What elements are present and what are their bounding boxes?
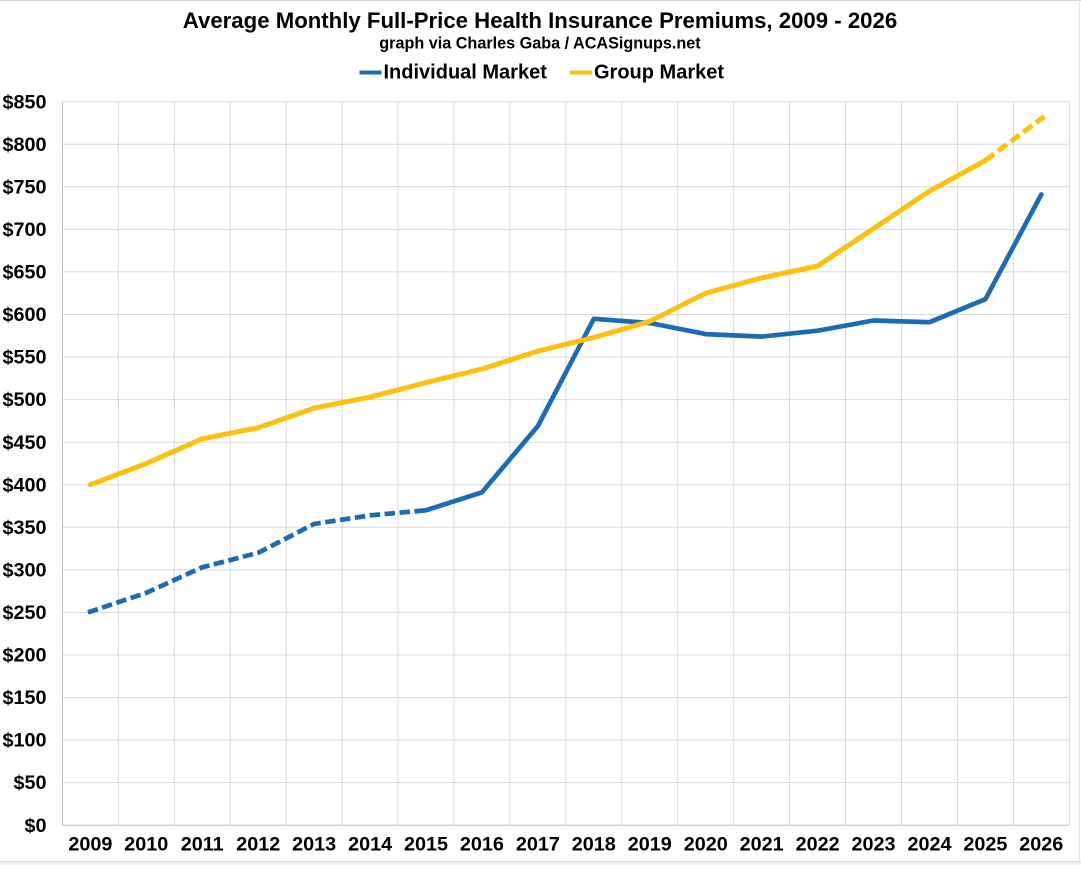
svg-text:Average Monthly Full-Price Hea: Average Monthly Full-Price Health Insura…	[183, 8, 897, 33]
svg-text:$850: $850	[2, 91, 46, 113]
svg-text:$350: $350	[2, 517, 46, 539]
svg-text:2017: 2017	[516, 834, 560, 856]
svg-text:graph via Charles Gaba / ACASi: graph via Charles Gaba / ACASignups.net	[379, 34, 701, 52]
svg-text:2019: 2019	[628, 834, 672, 856]
svg-text:2022: 2022	[796, 834, 840, 856]
svg-text:2009: 2009	[68, 834, 112, 856]
svg-text:$200: $200	[2, 645, 46, 667]
svg-text:$750: $750	[2, 176, 46, 198]
svg-text:$500: $500	[2, 389, 46, 411]
svg-text:2016: 2016	[460, 834, 504, 856]
svg-text:$100: $100	[2, 730, 46, 752]
svg-text:2024: 2024	[907, 834, 951, 856]
svg-text:$800: $800	[2, 134, 46, 156]
svg-text:$400: $400	[2, 474, 46, 496]
svg-text:2010: 2010	[124, 834, 168, 856]
svg-text:2013: 2013	[292, 834, 336, 856]
svg-text:2011: 2011	[181, 834, 224, 856]
svg-text:Individual Market: Individual Market	[384, 62, 548, 84]
svg-text:$450: $450	[2, 432, 46, 454]
svg-text:2026: 2026	[1019, 834, 1063, 856]
svg-text:Group Market: Group Market	[594, 62, 724, 84]
svg-text:2015: 2015	[404, 834, 448, 856]
svg-text:$300: $300	[2, 559, 46, 581]
svg-text:2014: 2014	[348, 834, 392, 856]
svg-text:2020: 2020	[684, 834, 728, 856]
svg-text:2012: 2012	[236, 834, 280, 856]
svg-text:$0: $0	[24, 815, 46, 837]
svg-text:$700: $700	[2, 219, 46, 241]
svg-text:$50: $50	[13, 772, 46, 794]
svg-text:$250: $250	[2, 602, 46, 624]
svg-text:2023: 2023	[851, 834, 895, 856]
svg-text:2025: 2025	[963, 834, 1007, 856]
svg-text:$650: $650	[2, 262, 46, 284]
svg-text:2021: 2021	[740, 834, 784, 856]
svg-text:$600: $600	[2, 304, 46, 326]
svg-text:2018: 2018	[572, 834, 616, 856]
svg-text:$150: $150	[2, 687, 46, 709]
svg-text:$550: $550	[2, 347, 46, 369]
